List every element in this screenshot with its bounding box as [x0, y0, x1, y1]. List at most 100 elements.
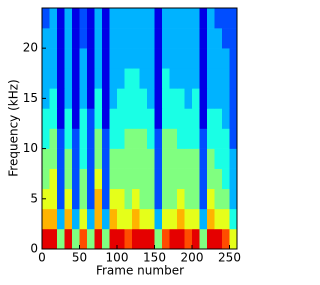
heatmap-cell — [49, 68, 58, 89]
heatmap-cell — [42, 228, 50, 250]
heatmap-cell — [207, 128, 215, 149]
heatmap-cell — [162, 148, 170, 169]
heatmap-cell — [139, 148, 148, 169]
heatmap-cell — [49, 8, 58, 29]
heatmap-cell — [147, 48, 155, 69]
heatmap-cell — [42, 68, 50, 89]
x-tick-label: 250 — [218, 251, 241, 265]
heatmap-cell — [169, 48, 178, 69]
heatmap-cell — [207, 108, 215, 129]
heatmap-cell — [214, 28, 223, 49]
x-axis-label: Frame number — [96, 264, 184, 278]
heatmap-cell — [229, 108, 238, 129]
heatmap-cell — [147, 208, 155, 230]
chart: 0 50 100 150 200 250 0 5 10 15 20 Frame number Fre… — [7, 7, 241, 278]
heatmap-cell — [57, 188, 65, 210]
heatmap-cell — [177, 188, 185, 210]
heatmap-cell — [147, 108, 155, 129]
heatmap-cell — [117, 8, 125, 29]
y-tick-label: 10 — [23, 141, 38, 155]
heatmap-cell — [199, 108, 208, 129]
heatmap-cell — [207, 188, 215, 210]
heatmap-cell — [57, 168, 65, 190]
heatmap-cell — [214, 68, 223, 89]
heatmap-cell — [124, 228, 133, 250]
heatmap-cell — [154, 88, 163, 109]
heatmap-cell — [102, 168, 110, 190]
heatmap-cell — [117, 168, 125, 190]
heatmap-cell — [42, 128, 50, 149]
heatmap-cell — [79, 68, 88, 89]
heatmap-cell — [177, 48, 185, 69]
heatmap-cell — [87, 128, 95, 149]
heatmap-cell — [102, 88, 110, 109]
heatmap-cell — [64, 148, 73, 169]
plot-frame — [41, 7, 238, 250]
heatmap-cell — [132, 188, 140, 210]
heatmap-cell — [72, 128, 80, 149]
heatmap-cell — [169, 68, 178, 89]
heatmap-cell — [124, 88, 133, 109]
heatmap-cell — [139, 168, 148, 190]
heatmap-cell — [184, 8, 193, 29]
x-tick-label: 50 — [72, 251, 87, 265]
heatmap-cell — [87, 8, 95, 29]
heatmap-cell — [79, 48, 88, 69]
heatmap-cell — [57, 68, 65, 89]
heatmap-cell — [102, 148, 110, 169]
heatmap-cell — [124, 148, 133, 169]
heatmap-cell — [214, 148, 223, 169]
heatmap-cell — [79, 188, 88, 210]
heatmap-cell — [87, 68, 95, 89]
heatmap-cell — [64, 8, 73, 29]
heatmap-cell — [177, 168, 185, 190]
heatmap-cell — [162, 188, 170, 210]
heatmap-cell — [192, 48, 200, 69]
heatmap-cell — [64, 168, 73, 190]
heatmap-cell — [222, 28, 230, 49]
heatmap-cell — [207, 168, 215, 190]
heatmap-cell — [207, 8, 215, 29]
heatmap-cell — [42, 208, 50, 230]
heatmap-cell — [94, 168, 103, 190]
heatmap-cell — [214, 128, 223, 149]
heatmap-cell — [229, 68, 238, 89]
heatmap-cell — [147, 228, 155, 250]
heatmap-cell — [117, 128, 125, 149]
heatmap-cell — [214, 108, 223, 129]
heatmap-cell — [102, 208, 110, 230]
heatmap-cell — [117, 28, 125, 49]
heatmap-cell — [102, 228, 110, 250]
heatmap-cell — [199, 148, 208, 169]
heatmap-cell — [64, 88, 73, 109]
heatmap-cell — [229, 48, 238, 69]
heatmap-cell — [139, 128, 148, 149]
heatmap-cell — [177, 228, 185, 250]
heatmap-cell — [87, 188, 95, 210]
heatmap-cell — [49, 228, 58, 250]
heatmap-cell — [57, 108, 65, 129]
heatmap-cell — [79, 28, 88, 49]
heatmap-cell — [222, 8, 230, 29]
heatmap-cell — [214, 208, 223, 230]
heatmap-cell — [94, 88, 103, 109]
heatmap-cell — [154, 68, 163, 89]
heatmap-cell — [87, 88, 95, 109]
heatmap-cell — [162, 8, 170, 29]
heatmap-cell — [199, 128, 208, 149]
heatmap-cell — [109, 188, 118, 210]
heatmap-cell — [124, 168, 133, 190]
heatmap-cell — [222, 148, 230, 169]
heatmap-cell — [49, 88, 58, 109]
heatmap-cell — [207, 208, 215, 230]
heatmap-cell — [147, 128, 155, 149]
heatmap-cell — [109, 68, 118, 89]
heatmap-cell — [184, 148, 193, 169]
heatmap-cell — [199, 228, 208, 250]
heatmap-cell — [117, 108, 125, 129]
heatmap-cell — [214, 8, 223, 29]
heatmap-cell — [184, 88, 193, 109]
heatmap-cell — [184, 128, 193, 149]
heatmap-cell — [222, 88, 230, 109]
heatmap-cell — [192, 28, 200, 49]
